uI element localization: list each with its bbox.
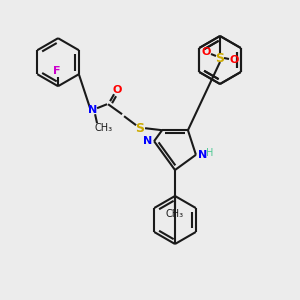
Text: N: N: [198, 150, 208, 160]
Text: S: S: [215, 52, 224, 64]
Text: S: S: [136, 122, 145, 135]
Text: F: F: [53, 66, 61, 76]
Text: O: O: [201, 47, 211, 57]
Text: H: H: [206, 148, 214, 158]
Text: N: N: [143, 136, 153, 146]
Text: O: O: [112, 85, 122, 95]
Text: N: N: [88, 105, 98, 115]
Text: O: O: [229, 55, 239, 65]
Text: CH₃: CH₃: [166, 209, 184, 219]
Text: CH₃: CH₃: [94, 123, 112, 133]
